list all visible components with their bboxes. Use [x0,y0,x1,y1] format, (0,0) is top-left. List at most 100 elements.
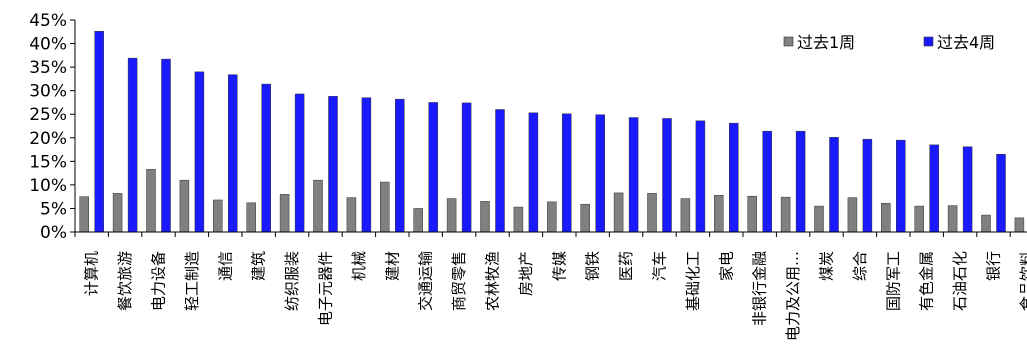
bar-series-2 [896,139,906,233]
bar-series-1 [914,205,924,233]
y-tick-label: 20% [29,129,67,149]
x-tick-label: 有色金属 [918,251,936,311]
bar-series-2 [996,154,1006,233]
bar-series-1 [79,196,89,233]
x-tick-label: 电子元器件 [317,251,335,326]
bar-series-1 [747,195,757,233]
x-tick-label: 食品饮料 [1018,251,1027,311]
bar-series-2 [795,130,806,233]
x-axis: 计算机 餐饮旅游 电力设备 轻工制造 通信 建筑 纺织服装 电子元器件 机械 建材 交通运输 商贸零售… [74,231,1027,341]
x-tick-label: 汽车 [651,251,669,281]
x-tick-label: 基础化工 [684,251,702,311]
bar-series-1 [780,196,791,233]
x-tick-label: 石油石化 [951,251,969,311]
bar-series-2 [595,114,605,233]
legend-swatch-series-1 [783,36,794,47]
x-tick-label: 交通运输 [417,251,435,311]
x-tick-label: 传媒 [550,251,568,281]
bar-series-2 [194,71,205,233]
x-tick-label: 医药 [617,251,635,281]
bar-series-2 [361,97,372,233]
x-tick-label: 电力及公用… [784,251,802,341]
bar-series-2 [94,31,104,233]
bar-series-2 [261,83,271,233]
bar-series-1 [547,201,557,233]
bar-series-2 [528,112,539,233]
x-tick-label: 计算机 [83,251,101,296]
bar-series-2 [328,96,338,233]
bar-series-2 [695,120,706,233]
x-tick-label: 房地产 [517,251,535,296]
bar-series-1 [313,179,323,233]
bar-series-2 [428,102,438,233]
bar-series-2 [729,122,739,233]
bar-series-1 [814,205,824,233]
y-tick-label: 45% [29,11,67,31]
bar-series-1 [413,208,423,233]
x-tick-label: 国防军工 [884,251,902,311]
bar-series-2 [628,117,639,233]
y-tick-label: 25% [29,105,67,125]
bar-series-1 [380,181,390,233]
x-tick-label: 纺织服装 [283,251,301,311]
bar-series-1 [647,193,657,233]
bar-series-1 [847,197,858,233]
bar-series-1 [613,192,624,233]
bar-series-2 [962,146,973,233]
y-tick-label: 40% [29,35,67,55]
bar-series-2 [929,144,939,233]
x-tick-label: 建筑 [250,251,268,281]
x-tick-label: 煤炭 [818,251,836,281]
bar-series-1 [213,199,223,233]
bar-series-1 [246,202,256,233]
bar-series-2 [461,102,472,233]
x-tick-label: 轻工制造 [183,251,201,311]
bar-series-1 [179,179,190,233]
bar-series-1 [981,214,991,233]
bar-series-1 [146,169,156,233]
x-tick-label: 钢铁 [584,251,602,281]
x-tick-label: 家电 [717,251,735,281]
x-tick-label: 非银行金融 [751,251,769,326]
x-tick-label: 综合 [851,251,869,281]
bar-series-2 [127,57,138,233]
x-tick-label: 电力设备 [150,251,168,311]
bar-series-2 [161,58,171,233]
bar-series-1 [580,203,590,233]
bar-series-1 [947,205,958,233]
bar-series-1 [881,203,891,233]
x-tick-label: 银行 [985,251,1003,281]
y-tick-label: 5% [40,199,67,219]
bar-series-2 [495,109,505,233]
bar-series-1 [513,206,524,233]
y-axis: 0% 5% 10% 15% 20% 25% 30% 35% 40% 45% [29,11,76,243]
bar-series-2 [562,113,572,233]
x-tick-label: 建材 [383,251,401,281]
legend-label-series-1: 过去1周 [797,33,855,52]
y-tick-label: 0% [40,223,67,243]
y-tick-label: 30% [29,82,67,102]
bar-series-1 [480,201,490,233]
bar-series-1 [112,193,123,233]
bar-series-1 [1014,217,1025,233]
bar-series-2 [228,74,238,233]
bar-series-1 [714,195,724,233]
legend-swatch-series-2 [923,36,934,47]
bar-series-2 [862,138,873,233]
x-tick-label: 农林牧渔 [484,251,502,311]
y-tick-label: 35% [29,58,67,78]
bar-series-1 [680,198,691,233]
bar-series-1 [346,197,357,233]
y-tick-label: 15% [29,152,67,172]
x-tick-label: 商贸零售 [450,251,468,311]
legend-label-series-2: 过去4周 [937,33,995,52]
x-tick-label: 餐饮旅游 [116,251,134,311]
bar-series-2 [829,137,839,233]
bar-series-2 [395,98,405,233]
x-tick-label: 通信 [216,251,234,281]
bar-series-2 [762,130,772,233]
y-tick-label: 10% [29,176,67,196]
bar-series-2 [662,118,672,233]
bar-series-1 [279,194,290,233]
